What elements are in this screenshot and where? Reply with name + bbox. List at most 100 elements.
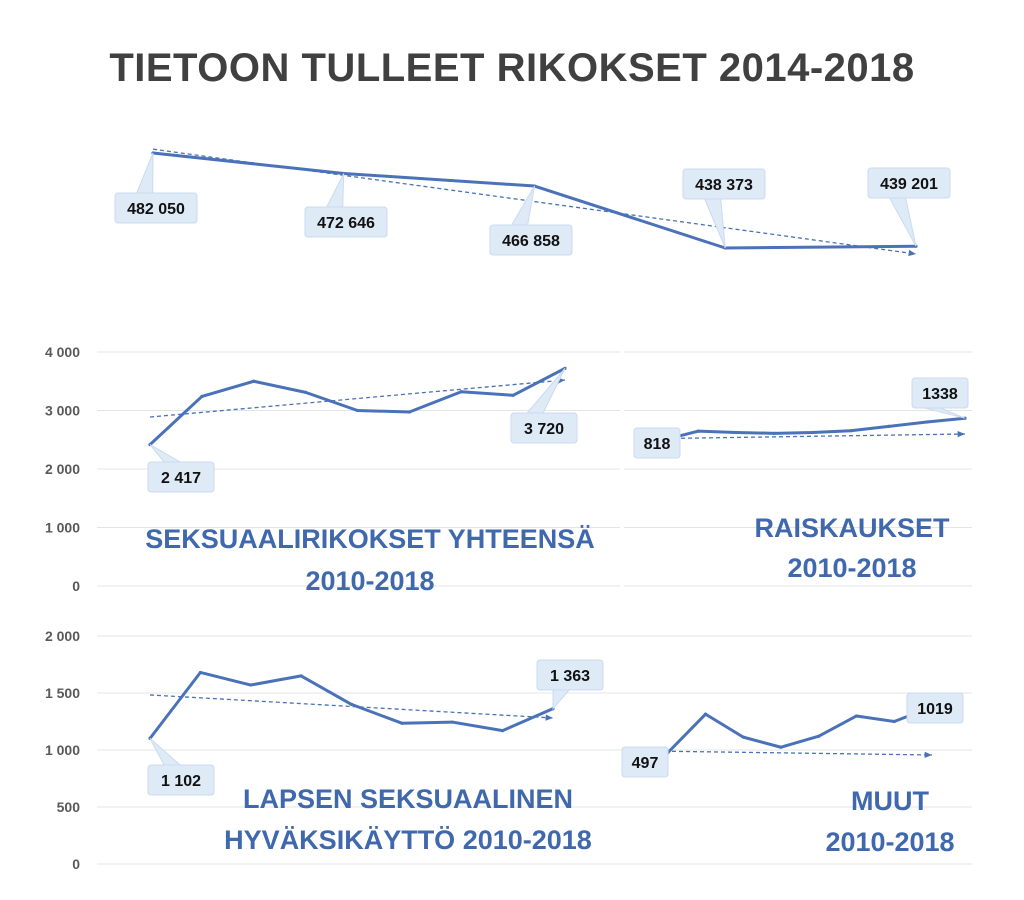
data-label-callout: 439 201 [867, 167, 951, 247]
data-point [355, 408, 360, 413]
data-label: 1 363 [550, 668, 590, 685]
data-point [854, 714, 859, 718]
data-label: 482 050 [127, 201, 185, 218]
series-line [148, 367, 566, 446]
data-point [810, 430, 815, 435]
main-title: TIETOON TULLEET RIKOKSET 2014-2018 [109, 46, 915, 90]
data-label: 497 [632, 755, 659, 772]
y-tick-label: 0 [72, 856, 80, 872]
data-label: 438 373 [695, 177, 753, 194]
chart-2: 0 1 000 2 000 3 000 4 000 SEKSUAALIRIKOKSET Y… [45, 344, 620, 596]
data-point [887, 424, 891, 428]
callout-box [147, 764, 215, 796]
chart-title-line: MUUT [851, 786, 929, 816]
data-point [849, 429, 853, 433]
y-tick-label: 1 000 [45, 742, 80, 758]
data-label: 2 417 [161, 470, 201, 487]
data-point [304, 390, 308, 394]
data-label-callout: 438 373 [682, 168, 766, 249]
data-label: 1 102 [161, 773, 201, 790]
callout-tail [325, 173, 345, 208]
chart-4: 0 500 1 000 1 500 2 000 LAPSEN SEKSUAALINEN HY… [45, 628, 605, 872]
callout-box [621, 746, 669, 778]
y-tick-label: 0 [72, 578, 80, 594]
callout-box [147, 461, 215, 493]
callout-box [489, 224, 573, 256]
chart-title-line: RAISKAUKSET [754, 513, 950, 543]
trendline [659, 433, 966, 440]
first-value-callout: 2 417 [147, 444, 215, 493]
callout-box [114, 192, 198, 224]
callout-box [867, 167, 951, 199]
data-label: 818 [644, 436, 671, 453]
callout-box [633, 427, 681, 459]
data-point [511, 393, 515, 397]
data-point [925, 420, 929, 424]
data-point [703, 712, 708, 716]
data-point [450, 720, 454, 724]
y-tick-label: 1 500 [45, 685, 80, 701]
last-value-callout: 1019 [906, 692, 964, 724]
callout-box [304, 206, 388, 238]
data-point [249, 683, 253, 687]
callout-tail [703, 198, 726, 249]
chart-title-line: SEKSUAALIRIKOKSET YHTEENSÄ [145, 524, 595, 554]
callout-tail [149, 444, 182, 463]
callout-box [682, 168, 766, 200]
chart-title-line: HYVÄKSIKÄYTTÖ 2010-2018 [224, 825, 592, 855]
data-point [817, 734, 821, 738]
callout-box [536, 659, 604, 691]
chart-5: MUUT 2010-2018 497 1019 [604, 635, 972, 865]
callout-tail [552, 689, 571, 710]
callout-tail [149, 737, 182, 766]
data-point [198, 670, 202, 675]
y-tick-label: 1 000 [45, 520, 80, 536]
data-point [349, 702, 354, 707]
last-value-callout: 1338 [911, 377, 969, 419]
data-point [200, 394, 204, 399]
trendline [629, 750, 933, 756]
chart-1: 482 050 472 646 466 858 438 373 439 201 [114, 148, 951, 257]
trendline-arrow [957, 430, 965, 438]
first-value-callout: 818 [633, 427, 681, 459]
chart-title-line: LAPSEN SEKSUAALINEN [243, 784, 573, 814]
trendline-arrow [908, 249, 916, 257]
y-tick-label: 2 000 [45, 628, 80, 644]
data-label-callout: 472 646 [304, 173, 388, 238]
data-point [459, 390, 463, 394]
data-point [252, 379, 256, 383]
data-point [696, 429, 700, 433]
y-tick-label: 500 [57, 799, 81, 815]
callout-box [510, 412, 578, 444]
trendline-arrow [545, 714, 553, 721]
chart-3: RAISKAUKSET 2010-2018 818 1338 [624, 351, 972, 587]
data-label: 466 858 [502, 233, 560, 250]
callout-tail [526, 368, 566, 414]
trendline-arrow [924, 751, 932, 759]
chart-title-line: 2010-2018 [787, 553, 916, 583]
data-point [779, 745, 783, 749]
data-label: 472 646 [317, 215, 375, 232]
data-point [741, 735, 745, 739]
data-point [501, 729, 505, 733]
data-label: 1019 [917, 701, 953, 718]
first-value-callout: 497 [621, 746, 669, 778]
callout-tail [924, 407, 966, 419]
chart-title-line: 2010-2018 [825, 827, 954, 857]
callout-box [906, 692, 964, 724]
data-point [772, 431, 776, 435]
data-point [734, 430, 738, 435]
chart-title-line: 2010-2018 [305, 566, 434, 596]
last-value-callout: 3 720 [510, 368, 578, 444]
y-tick-label: 3 000 [45, 403, 80, 419]
data-point [892, 719, 896, 724]
data-label-callout: 482 050 [114, 152, 198, 224]
trendline [149, 694, 554, 719]
callout-tail [888, 197, 917, 247]
data-label: 439 201 [880, 176, 938, 193]
data-point [407, 410, 411, 414]
data-label-callout: 466 858 [489, 185, 573, 256]
y-tick-label: 2 000 [45, 461, 80, 477]
first-value-callout: 1 102 [147, 737, 215, 796]
